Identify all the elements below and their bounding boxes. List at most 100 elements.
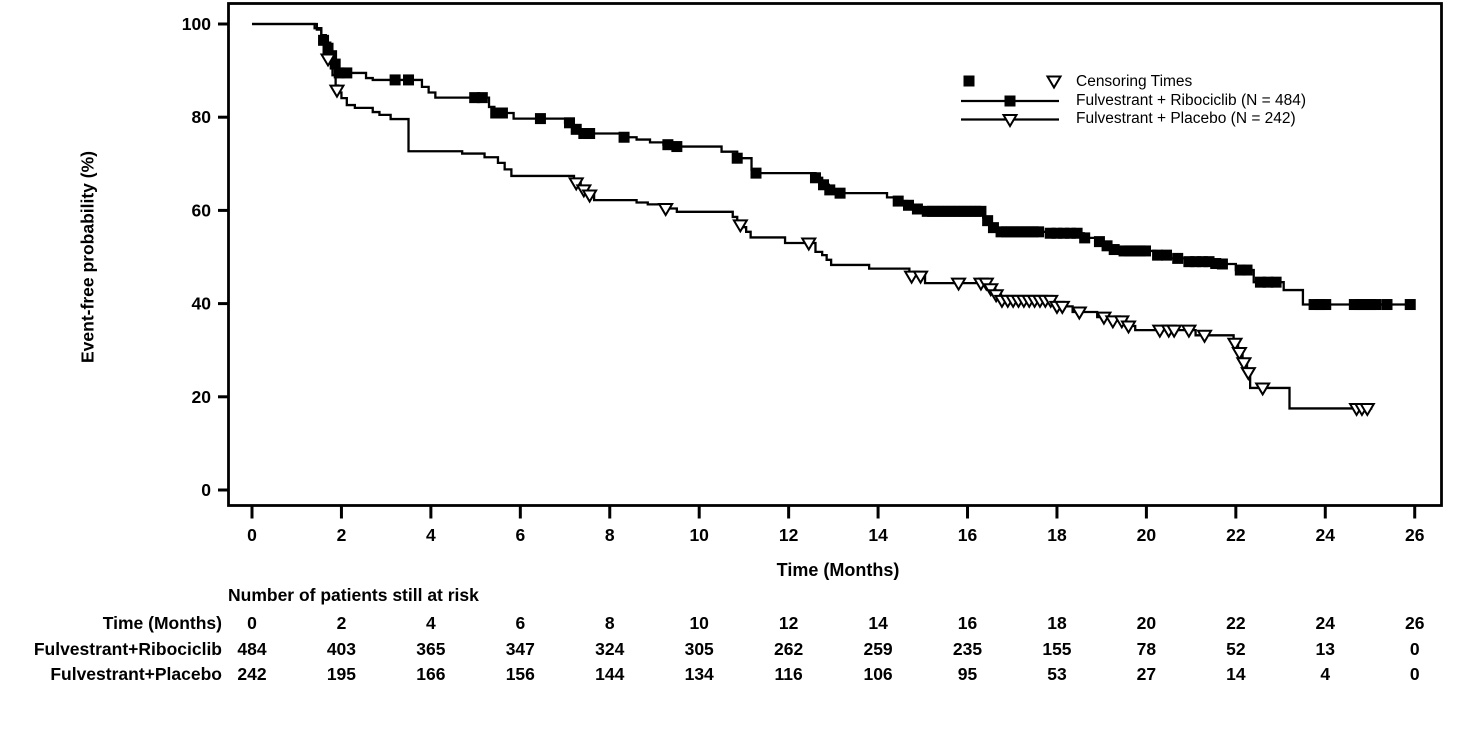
x-axis-tick-label: 2 [337,525,347,545]
censor-mark-square-icon [1101,240,1113,252]
censor-mark-square-icon [341,67,353,79]
censor-mark-square-icon [1058,227,1070,239]
censor-mark-square-icon [1161,249,1173,261]
censor-mark-triangle-icon [1196,329,1213,344]
legend-censoring-square-icon [963,75,975,87]
legend-placebo-marker-icon [1001,114,1019,128]
censor-mark-triangle-icon [1120,320,1137,335]
risk-value-ribociclib: 305 [685,639,714,659]
risk-time-value: 16 [958,613,978,633]
risk-time-value: 20 [1137,613,1157,633]
x-axis-tick-label: 24 [1316,525,1336,545]
censor-mark-triangle-icon [1165,324,1183,339]
censor-mark-square-icon [490,107,502,119]
x-axis-tick-label: 26 [1405,525,1425,545]
censor-mark-square-icon [1152,249,1164,261]
censor-mark-square-icon [329,58,341,70]
legend-label-placebo: Fulvestrant + Placebo (N = 242) [1076,110,1296,127]
risk-time-value: 22 [1226,613,1246,633]
censor-mark-square-icon [750,167,762,179]
censor-mark-square-icon [496,107,508,119]
risk-value-ribociclib: 262 [774,639,803,659]
risk-value-placebo: 0 [1410,664,1420,684]
risk-time-value: 4 [426,613,436,633]
x-axis-tick-label: 6 [515,525,525,545]
censor-mark-square-icon [818,179,830,191]
risk-value-placebo: 95 [958,664,978,684]
risk-value-placebo: 53 [1047,664,1067,684]
censor-mark-square-icon [1314,299,1326,311]
censor-mark-square-icon [1051,227,1063,239]
risk-value-ribociclib: 347 [506,639,535,659]
risk-value-placebo: 144 [595,664,624,684]
censor-mark-triangle-icon [732,219,749,234]
censor-mark-square-icon [1241,264,1253,276]
censor-mark-square-icon [1270,276,1282,288]
censor-mark-square-icon [476,92,488,104]
censor-mark-square-icon [902,199,914,211]
risk-value-placebo: 195 [327,664,356,684]
censor-mark-square-icon [662,139,674,151]
censor-mark-triangle-icon [319,53,337,68]
risk-time-value: 2 [337,613,347,633]
censor-mark-square-icon [1210,258,1222,270]
censor-mark-square-icon [1196,256,1208,268]
km-curve-ribociclib [252,22,1415,306]
censor-mark-square-icon [731,152,743,164]
x-axis-tick-label: 12 [779,525,799,545]
censor-mark-square-icon [1044,227,1056,239]
risk-value-ribociclib: 0 [1410,639,1420,659]
x-axis-title: Time (Months) [776,560,900,580]
risk-value-placebo: 4 [1320,664,1330,684]
censor-mark-square-icon [1320,299,1332,311]
censor-mark-triangle-icon [1235,357,1253,372]
censor-mark-square-icon [982,215,994,227]
risk-time-value: 10 [689,613,709,633]
legend-label-ribociclib: Fulvestrant + Ribociclib (N = 484) [1076,92,1307,109]
censor-mark-triangle-icon [567,177,585,192]
censor-mark-triangle-icon [1254,382,1271,397]
legend-label-censoring: Censoring Times [1076,73,1193,90]
risk-value-ribociclib: 13 [1316,639,1336,659]
censor-mark-square-icon [1381,299,1393,311]
km-curve-placebo [252,22,1373,410]
risk-value-placebo: 27 [1137,664,1156,684]
censor-mark-square-icon [1172,252,1184,264]
risk-value-placebo: 14 [1226,664,1246,684]
censor-mark-square-icon [911,203,923,215]
x-axis-tick-label: 0 [247,525,257,545]
censor-mark-square-icon [1216,258,1228,270]
censor-mark-triangle-icon [950,277,967,292]
y-axis-tick-label: 0 [201,480,211,500]
x-axis-tick-label: 10 [689,525,709,545]
x-axis-tick-label: 4 [426,525,436,545]
censor-mark-square-icon [1234,264,1246,276]
censor-mark-triangle-icon [912,270,929,285]
risk-time-value: 18 [1047,613,1067,633]
risk-value-ribociclib: 365 [416,639,445,659]
risk-value-placebo: 106 [863,664,892,684]
censor-mark-square-icon [1308,299,1320,311]
x-axis-tick-label: 16 [958,525,978,545]
risk-time-value: 14 [868,613,888,633]
risk-value-placebo: 116 [775,664,803,684]
censor-mark-square-icon [318,34,330,46]
censor-mark-square-icon [1183,256,1195,268]
risk-time-value: 8 [605,613,615,633]
censor-mark-square-icon [987,222,999,234]
censor-mark-triangle-icon [1071,306,1088,321]
censor-mark-triangle-icon [328,84,346,99]
x-axis-tick-label: 18 [1047,525,1067,545]
censor-mark-square-icon [333,67,345,79]
x-axis-tick-label: 8 [605,525,615,545]
censor-mark-square-icon [389,74,401,86]
censor-mark-square-icon [322,42,334,54]
censor-mark-square-icon [1254,276,1266,288]
risk-row-label-time: Time (Months) [102,613,222,633]
censor-mark-square-icon [618,131,630,143]
x-axis-tick-label: 14 [868,525,888,545]
censor-mark-square-icon [564,117,576,129]
censor-mark-square-icon [892,195,904,207]
y-axis-tick-label: 20 [192,387,212,407]
